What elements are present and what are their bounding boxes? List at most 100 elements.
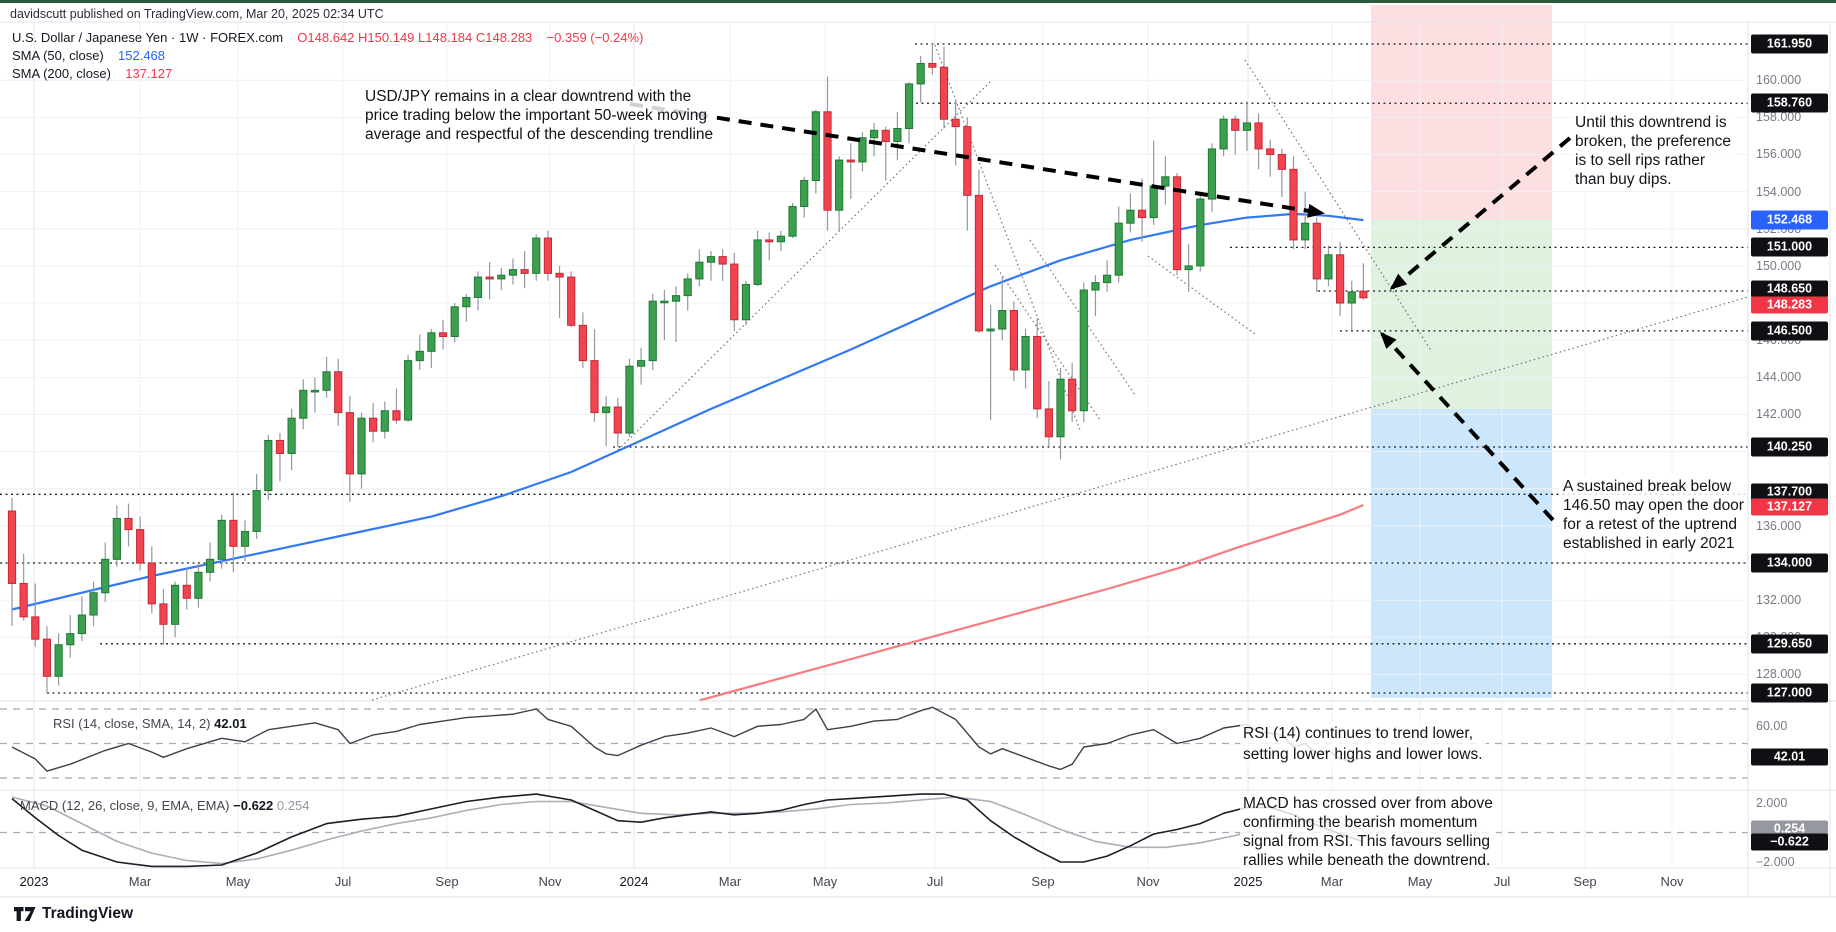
symbol-title[interactable]: U.S. Dollar / Japanese Yen: [12, 30, 168, 45]
candle-up: [299, 389, 308, 419]
price-badge-151.000: 151.000: [1751, 237, 1828, 257]
candle-up: [1184, 265, 1193, 271]
time-label-Nov: Nov: [1660, 874, 1684, 889]
candle-down: [974, 194, 984, 332]
time-label-Jul: Jul: [1493, 874, 1511, 889]
candle-down: [485, 276, 494, 280]
macd-line[interactable]: [11, 793, 1364, 868]
candle-down: [1009, 309, 1018, 371]
candle-up: [776, 235, 785, 243]
tradingview-logo[interactable]: TradingView: [14, 905, 133, 923]
candle-up: [1196, 198, 1205, 267]
data-source: FOREX.com: [210, 30, 284, 45]
candle-up: [415, 350, 424, 362]
candle-up: [89, 592, 98, 616]
sma50-label[interactable]: SMA (50, close): [12, 48, 104, 63]
price-label-154: 154.000: [1756, 184, 1802, 199]
candle-down: [392, 410, 401, 421]
trendline[interactable]: [1244, 59, 1433, 353]
change-value: −0.359 (−0.24%): [546, 30, 644, 45]
candle-down: [1336, 254, 1345, 304]
candle-down: [1312, 222, 1321, 280]
price-badge-161.950: 161.950: [1751, 34, 1828, 54]
candle-up: [1301, 222, 1310, 241]
candle-up: [835, 159, 844, 211]
candle-down: [1044, 408, 1053, 438]
sma-200-line[interactable]: [699, 503, 1364, 702]
candle-down: [578, 324, 587, 362]
annotation-arrow[interactable]: [1389, 136, 1572, 290]
candle-up: [404, 360, 413, 421]
time-label-2024: 2024: [619, 874, 649, 889]
sma-50-line[interactable]: [11, 212, 1364, 611]
candle-up: [986, 328, 995, 332]
candle-up: [66, 633, 75, 646]
candle-up: [1114, 222, 1123, 276]
time-label-Sep: Sep: [1573, 874, 1597, 889]
candle-down: [345, 412, 354, 475]
ohlc-close: C148.283: [475, 30, 533, 45]
candle-up: [427, 332, 436, 352]
trendline[interactable]: [934, 44, 1081, 431]
candle-up: [462, 296, 471, 308]
candle-down: [31, 616, 40, 640]
price-badge-158.760: 158.760: [1751, 93, 1828, 113]
candle-down: [1289, 168, 1298, 241]
candle-up: [671, 295, 681, 302]
timeframe[interactable]: 1W: [178, 30, 199, 45]
trendline[interactable]: [1147, 255, 1256, 335]
candle-down: [567, 276, 576, 326]
ohlc-open: O148.642: [297, 30, 355, 45]
rsi-line[interactable]: [11, 706, 1364, 772]
annotation-sell-rips: Until this downtrend is broken, the pref…: [1572, 112, 1734, 190]
price-label-132: 132.000: [1756, 593, 1802, 608]
candle-down: [718, 256, 727, 265]
chart-legend[interactable]: U.S. Dollar / Japanese Yen · 1W · FOREX.…: [12, 29, 643, 83]
candle-up: [54, 644, 63, 677]
candle-down: [229, 519, 238, 547]
annotation-arrow[interactable]: [629, 102, 1325, 218]
candle-up: [287, 417, 296, 454]
candle-up: [1324, 254, 1333, 280]
candle-down: [124, 517, 133, 531]
candle-up: [508, 269, 518, 276]
candle-down: [334, 371, 343, 414]
sma200-label[interactable]: SMA (200, close): [12, 66, 111, 81]
candle-up: [870, 129, 879, 139]
annotation-rsi: RSI (14) continues to trend lower, setti…: [1240, 722, 1486, 766]
symbol-row[interactable]: U.S. Dollar / Japanese Yen · 1W · FOREX.…: [12, 30, 644, 45]
candle-up: [1126, 209, 1135, 224]
sma200-value: 137.127: [125, 66, 173, 81]
sma200-row[interactable]: SMA (200, close) 137.127: [12, 65, 643, 82]
candle-up: [450, 306, 459, 337]
macd-indicator-label[interactable]: MACD (12, 26, close, 9, EMA, EMA) −0.622…: [20, 798, 310, 813]
candle-up: [1219, 118, 1228, 150]
candle-up: [1056, 378, 1065, 438]
candle-down: [182, 584, 191, 599]
support-zone: [1371, 409, 1552, 698]
candles[interactable]: [7, 44, 1368, 694]
macd-axis-label: −2.000: [1756, 855, 1795, 869]
ohlc-low: L148.184: [418, 30, 473, 45]
candle-up: [252, 490, 261, 532]
rsi-indicator-label[interactable]: RSI (14, close, SMA, 14, 2) 42.01: [53, 716, 247, 731]
candle-up: [357, 417, 366, 475]
price-badge-152.468: 152.468: [1751, 210, 1828, 230]
candle-down: [1068, 378, 1077, 412]
price-badge-127.000: 127.000: [1751, 683, 1828, 703]
price-label-150: 150.000: [1756, 258, 1802, 273]
tradingview-logo-text: TradingView: [42, 905, 134, 922]
time-label-Sep: Sep: [1031, 874, 1055, 889]
candle-up: [1242, 122, 1252, 131]
sma50-row[interactable]: SMA (50, close) 152.468: [12, 47, 643, 64]
candle-up: [706, 256, 716, 263]
annotation-arrow[interactable]: [1379, 331, 1555, 522]
candle-up: [1021, 335, 1030, 371]
trendline[interactable]: [371, 296, 1749, 701]
candle-down: [438, 332, 448, 337]
candle-down: [881, 129, 890, 142]
candle-up: [1091, 282, 1100, 291]
candle-down: [951, 118, 960, 128]
candle-down: [1266, 148, 1275, 155]
